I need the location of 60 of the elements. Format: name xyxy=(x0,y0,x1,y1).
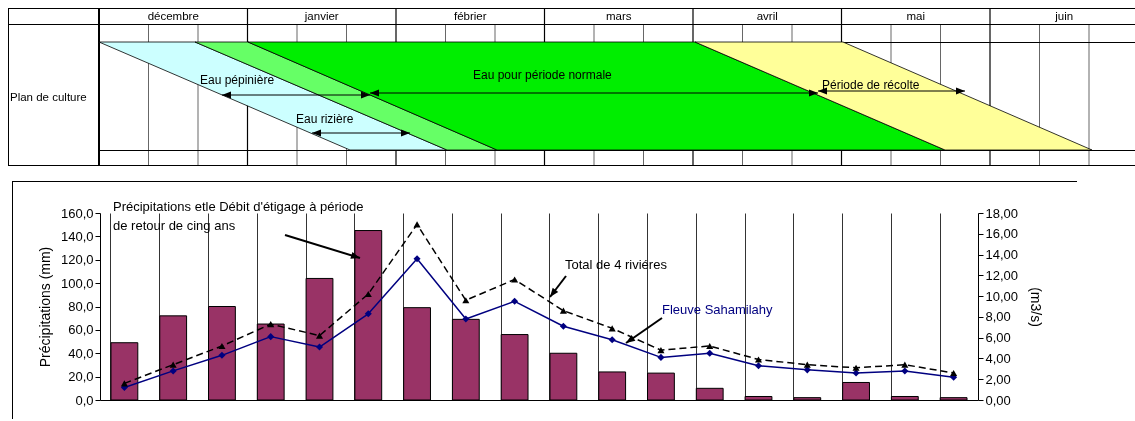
point xyxy=(754,362,763,370)
category-label: janvier xyxy=(303,10,339,22)
y2-tick-label: 4,00 xyxy=(985,350,1011,366)
point xyxy=(267,333,275,341)
point xyxy=(559,322,567,330)
y-tick-label: 120,0 xyxy=(60,252,94,268)
category-label: mai xyxy=(906,10,926,22)
point xyxy=(511,297,519,305)
text: Plan de culture xyxy=(10,91,87,103)
category-label: fébrier xyxy=(453,10,487,22)
point xyxy=(462,315,470,323)
text: Eau pépinière xyxy=(200,73,275,87)
y-tick-label: 40,0 xyxy=(68,345,94,361)
y2-tick-label: 8,00 xyxy=(985,309,1011,325)
point xyxy=(706,342,714,350)
point xyxy=(657,353,665,361)
y2-tick-label: 0,00 xyxy=(985,392,1011,408)
point xyxy=(901,361,909,368)
y-tick-label: 140,0 xyxy=(60,228,94,244)
y2-tick-label: 2,00 xyxy=(985,371,1011,387)
point xyxy=(950,369,958,377)
y-tick-label: 160,0 xyxy=(60,205,94,221)
point xyxy=(315,343,324,351)
point xyxy=(315,332,324,339)
point xyxy=(413,255,421,263)
y-tick-label: 20,0 xyxy=(68,369,94,385)
y2-tick-label: 16,00 xyxy=(985,226,1019,242)
y2-tick-label: 12,00 xyxy=(985,267,1019,283)
point xyxy=(559,307,567,314)
text: Eau pour période normale xyxy=(473,68,613,82)
point xyxy=(364,310,372,318)
point xyxy=(169,367,177,375)
point xyxy=(511,276,519,283)
y-tick-label: 80,0 xyxy=(68,299,94,314)
y-tick-label: 60,0 xyxy=(68,322,94,338)
point xyxy=(267,321,275,328)
y-tick-label: 0,0 xyxy=(75,392,94,408)
y2-tick-label: 6,00 xyxy=(985,330,1011,346)
text: Période de récolte xyxy=(822,78,920,92)
point xyxy=(803,361,811,368)
category-label: juin xyxy=(1054,10,1074,22)
category-label: avril xyxy=(756,10,778,22)
point xyxy=(706,349,714,357)
point xyxy=(364,290,372,298)
point xyxy=(218,351,226,359)
text: Eau rizière xyxy=(296,112,354,126)
point xyxy=(608,336,616,344)
y2-tick-label: 14,00 xyxy=(985,247,1019,263)
category-label: décembre xyxy=(147,10,199,22)
y2-tick-label: 10,00 xyxy=(985,288,1019,304)
point xyxy=(169,361,177,368)
category-label: mars xyxy=(605,10,632,22)
point xyxy=(218,342,226,350)
y-tick-label: 100,0 xyxy=(60,275,94,291)
point xyxy=(901,367,909,375)
point xyxy=(754,356,763,363)
y2-axis-title: (m3/s) xyxy=(1028,287,1045,327)
y-axis-title: Précipitations (mm) xyxy=(36,246,53,368)
y2-tick-label: 18,00 xyxy=(985,205,1019,221)
point xyxy=(852,364,860,371)
